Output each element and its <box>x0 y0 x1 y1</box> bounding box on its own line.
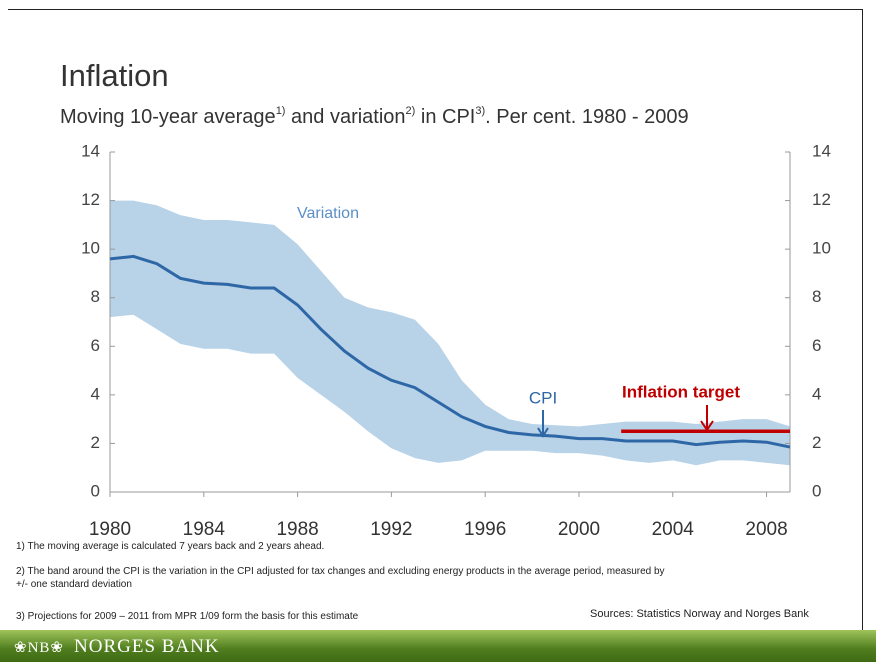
y2-tick-label: 0 <box>812 481 821 500</box>
annotation-arrow <box>700 405 714 432</box>
subtitle-part: . Per cent. 1980 - 2009 <box>485 106 688 128</box>
footnote: 3) Projections for 2009 – 2011 from MPR … <box>16 611 359 622</box>
y2-tick-label: 8 <box>812 287 821 306</box>
y-tick-label: 12 <box>81 190 100 209</box>
y-tick-label: 6 <box>91 336 100 355</box>
chart-subtitle: Moving 10-year average1) and variation2)… <box>60 105 689 128</box>
y2-tick-label: 12 <box>812 190 831 209</box>
footnote: 1) The moving average is calculated 7 ye… <box>16 541 325 552</box>
chart: Inflation Moving 10-year average1) and v… <box>60 58 831 540</box>
y2-tick-label: 4 <box>812 384 821 403</box>
sources: Sources: Statistics Norway and Norges Ba… <box>590 608 809 620</box>
superscript: 3) <box>475 105 485 117</box>
subtitle-part: and variation <box>285 106 405 128</box>
y2-tick-label: 10 <box>812 239 831 258</box>
superscript: 1) <box>276 105 286 117</box>
footnote: 2) The band around the CPI is the variat… <box>16 566 665 590</box>
y-tick-label: 10 <box>81 239 100 258</box>
subtitle-part: in CPI <box>415 106 475 128</box>
x-tick-label: 2000 <box>558 519 600 540</box>
logo: ❀NB❀ <box>14 640 64 656</box>
x-tick-label: 1988 <box>276 519 318 540</box>
x-tick-label: 1980 <box>89 519 131 540</box>
y2-tick-label: 14 <box>812 141 831 160</box>
y2-tick-label: 2 <box>812 433 821 452</box>
target-label: Inflation target <box>622 382 740 401</box>
y2-tick-label: 6 <box>812 336 821 355</box>
cpi-line <box>109 254 791 449</box>
bank-name: NORGES BANK <box>74 636 220 657</box>
y-tick-label: 8 <box>91 287 100 306</box>
subtitle-part: Moving 10-year average <box>60 106 276 128</box>
frame-line <box>8 9 863 10</box>
x-tick-label: 2004 <box>652 519 695 540</box>
y-tick-label: 4 <box>91 384 100 403</box>
band-label: Variation <box>297 205 359 222</box>
x-tick-label: 1984 <box>183 519 226 540</box>
frame-line <box>862 9 863 630</box>
variation-band <box>110 200 790 466</box>
chart-title: Inflation <box>60 58 169 93</box>
y-tick-label: 2 <box>91 433 100 452</box>
x-tick-label: 1996 <box>464 519 506 540</box>
series-label: CPI <box>529 388 557 407</box>
x-tick-label: 2008 <box>745 519 787 540</box>
x-tick-label: 1992 <box>370 519 412 540</box>
footer-bar: ❀NB❀ NORGES BANK <box>0 630 876 662</box>
y-tick-label: 14 <box>81 141 100 160</box>
y-tick-label: 0 <box>91 481 100 500</box>
superscript: 2) <box>406 105 416 117</box>
annotation-arrow <box>537 410 549 438</box>
